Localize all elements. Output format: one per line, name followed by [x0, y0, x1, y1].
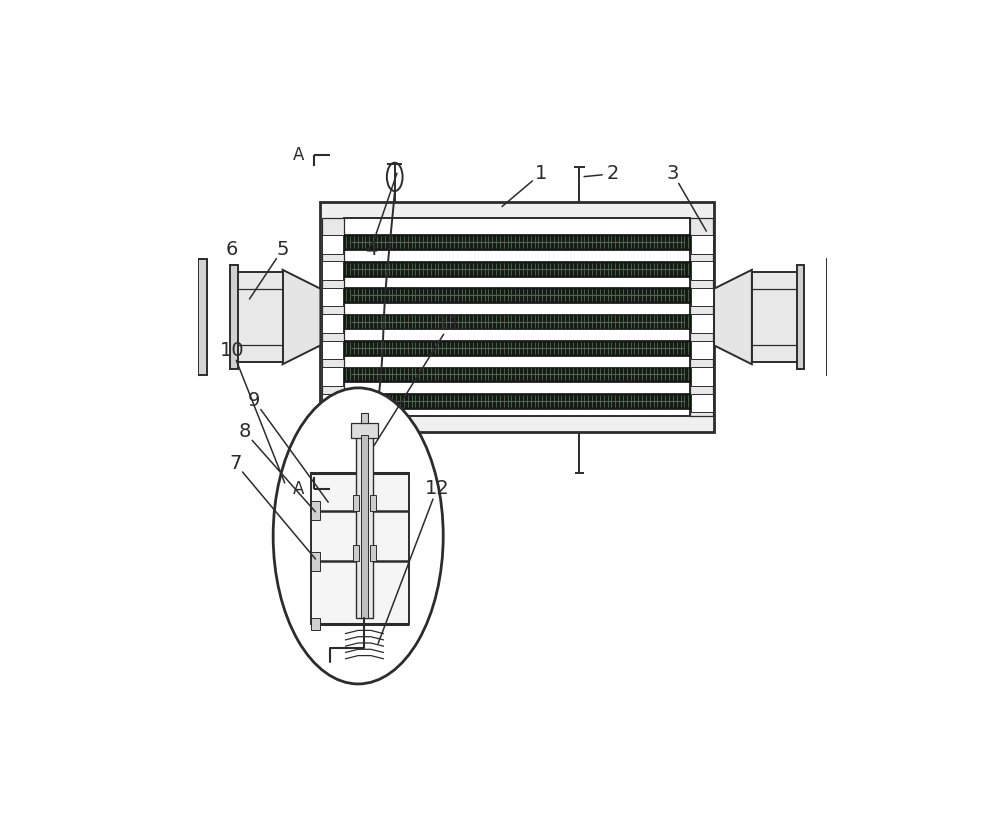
Text: 3: 3 [667, 164, 679, 183]
Bar [691, 367, 713, 386]
Circle shape [181, 271, 192, 281]
Text: 2: 2 [607, 164, 619, 183]
Polygon shape [283, 270, 320, 364]
Bar [322, 393, 343, 412]
Bar [356, 435, 373, 618]
Bar [230, 265, 238, 369]
Circle shape [855, 353, 866, 364]
Bar [320, 202, 714, 432]
Circle shape [855, 326, 866, 336]
Bar [353, 495, 359, 510]
Bar [344, 261, 690, 276]
Polygon shape [837, 254, 872, 380]
Bar [361, 413, 368, 423]
Bar [235, 272, 283, 362]
Bar [311, 473, 409, 624]
Bar [344, 287, 690, 303]
Bar [311, 501, 320, 520]
Circle shape [855, 271, 866, 281]
Circle shape [181, 326, 192, 336]
Bar [752, 272, 799, 362]
Ellipse shape [273, 388, 443, 684]
Bar [353, 546, 359, 561]
Bar [827, 258, 837, 375]
Bar [370, 546, 376, 561]
Circle shape [181, 298, 192, 309]
Bar [691, 235, 713, 254]
Circle shape [181, 353, 192, 364]
Text: 1: 1 [535, 164, 547, 183]
Bar [797, 265, 804, 369]
Bar [322, 341, 343, 359]
Polygon shape [163, 254, 198, 380]
Circle shape [855, 298, 866, 309]
Bar [311, 551, 320, 571]
Bar [344, 393, 690, 409]
Bar [322, 262, 343, 280]
Text: 12: 12 [425, 479, 449, 498]
Text: 4: 4 [365, 240, 377, 258]
Bar [344, 340, 690, 356]
Bar [322, 288, 343, 307]
Bar [690, 218, 713, 416]
Bar [691, 288, 713, 307]
Text: 9: 9 [248, 391, 260, 410]
Bar [344, 366, 690, 382]
Bar [370, 495, 376, 510]
Bar [322, 235, 343, 254]
Bar [361, 435, 368, 618]
Text: 6: 6 [226, 240, 238, 258]
Bar [691, 314, 713, 333]
Text: 11: 11 [437, 316, 462, 335]
Text: A: A [293, 479, 305, 497]
Text: A: A [293, 146, 305, 164]
Text: 8: 8 [239, 422, 251, 442]
Bar [691, 341, 713, 359]
Bar [198, 258, 207, 375]
Bar [351, 423, 378, 438]
Bar [322, 367, 343, 386]
Bar [322, 218, 344, 416]
Polygon shape [714, 270, 752, 364]
Bar [344, 313, 690, 330]
Text: 10: 10 [220, 340, 245, 360]
Bar [691, 262, 713, 280]
Bar [344, 218, 690, 416]
Text: 7: 7 [229, 454, 242, 473]
Bar [691, 393, 713, 412]
Bar [322, 314, 343, 333]
Bar [311, 618, 320, 631]
Bar [344, 234, 690, 250]
Text: 5: 5 [276, 240, 289, 258]
